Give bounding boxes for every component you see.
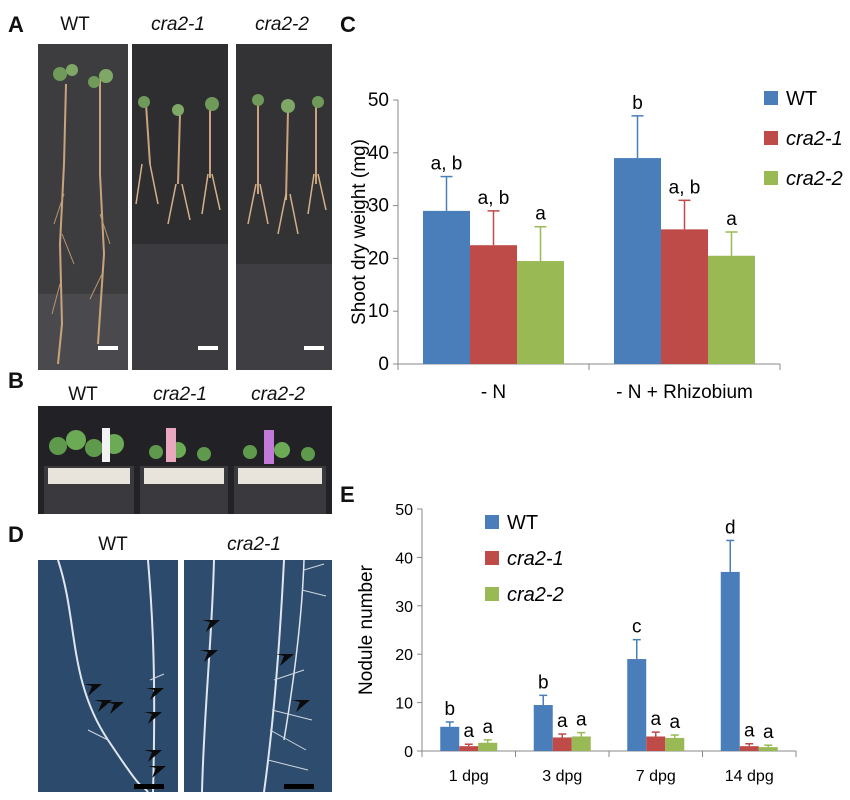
chart-e-legend-swatch (485, 587, 499, 601)
chart-e-bar (627, 659, 647, 751)
photo-wt-roots (38, 560, 178, 792)
chart-e-bar (459, 746, 479, 751)
chart-e-significance-label: a (576, 710, 587, 731)
chart-e-bar (758, 747, 778, 751)
chart-c-significance-label: a, b (478, 188, 510, 209)
chart-c-bar (423, 210, 470, 364)
panel-b-label-wt: WT (68, 384, 98, 405)
chart-e-significance-label: a (744, 721, 755, 742)
panel-a-label-cra2-2: cra2-2 (255, 14, 309, 35)
chart-c-significance-label: a (535, 204, 546, 225)
panel-b-label-cra2-2: cra2-2 (251, 384, 305, 405)
photo-wt-seedlings (38, 44, 128, 370)
chart-c-category-label: - N (481, 382, 506, 403)
panel-a-label-wt: WT (60, 14, 90, 35)
photo-cra2-2-drawing (236, 44, 332, 370)
chart-e-significance-label: a (557, 711, 568, 732)
chart-c-bar (470, 245, 517, 364)
photo-cra2-2-seedlings (236, 44, 332, 370)
chart-e-significance-label: a (650, 709, 661, 730)
photo-wt-roots-drawing (38, 560, 178, 792)
photo-cra2-1-seedlings (132, 44, 228, 370)
chart-c-significance-label: a (726, 209, 737, 230)
chart-c-legend-label: cra2-2 (786, 168, 843, 190)
panel-b-label-cra2-1: cra2-1 (153, 384, 207, 405)
photo-potted-plants-drawing (38, 406, 332, 514)
chart-e-legend-label: cra2-1 (507, 548, 564, 570)
chart-c-legend-label: WT (786, 88, 817, 110)
chart-e-bar (552, 737, 572, 751)
chart-c-y-axis-label: Shoot dry weight (mg) (349, 139, 370, 325)
chart-c-significance-label: b (632, 93, 643, 114)
chart-c-bar (614, 158, 661, 364)
chart-e-significance-label: a (669, 712, 680, 733)
photo-potted-plants (38, 406, 332, 514)
chart-e-significance-label: b (538, 672, 549, 693)
chart-e-bar (720, 571, 740, 751)
chart-e-bar (440, 726, 460, 751)
photo-wt-drawing (38, 44, 128, 370)
chart-e-significance-label: a (482, 717, 493, 738)
chart-c-legend-label: cra2-1 (786, 128, 843, 150)
chart-e-bar (571, 736, 591, 751)
chart-e-y-tick-label: 0 (404, 744, 413, 761)
chart-e-bar (533, 705, 553, 751)
chart-c-y-tick-label: 0 (378, 354, 389, 375)
panel-letter-b: B (8, 368, 24, 393)
chart-e-bar (739, 746, 759, 751)
chart-c-significance-label: a, b (669, 177, 701, 198)
chart-e-bar (646, 736, 666, 751)
chart-e-significance-label: c (632, 617, 642, 638)
chart-e-significance-label: b (444, 699, 455, 720)
chart-c-bar (661, 229, 708, 364)
chart-e-significance-label: a (763, 722, 774, 743)
panel-a-label-cra2-1: cra2-1 (151, 14, 205, 35)
chart-c-legend-swatch (764, 131, 778, 145)
panel-d-label-cra2-1: cra2-1 (227, 534, 281, 555)
photo-cra2-1-roots (184, 560, 332, 792)
chart-e-y-tick-label: 10 (395, 696, 413, 713)
chart-c-y-tick-label: 40 (368, 143, 389, 164)
panel-letter-e: E (340, 482, 355, 507)
chart-c-legend-swatch (764, 171, 778, 185)
chart-e-y-tick-label: 20 (395, 647, 413, 664)
chart-c-category-label: - N + Rhizobium (616, 382, 753, 403)
chart-e-y-tick-label: 50 (395, 502, 413, 519)
chart-e-y-tick-label: 40 (395, 550, 413, 567)
chart-e-legend-label: WT (507, 512, 538, 534)
chart-c-significance-label: a, b (431, 154, 463, 175)
chart-e-significance-label: a (463, 721, 474, 742)
chart-c-bar (517, 261, 564, 364)
chart-e-y-tick-label: 30 (395, 599, 413, 616)
chart-e-legend-swatch (485, 515, 499, 529)
chart-e-category-label: 7 dpg (636, 768, 676, 785)
chart-c-bar (708, 255, 755, 364)
photo-cra2-1-roots-drawing (184, 560, 332, 792)
panel-d-label-wt: WT (98, 534, 128, 555)
chart-c-y-tick-label: 30 (368, 196, 389, 217)
chart-c-legend-swatch (764, 91, 778, 105)
chart-e-y-axis-label: Nodule number (356, 564, 377, 695)
chart-c-y-tick-label: 50 (368, 90, 389, 111)
chart-c-y-tick-label: 10 (368, 301, 389, 322)
chart-e-category-label: 3 dpg (542, 768, 582, 785)
chart-e-significance-label: d (725, 517, 736, 538)
chart-c-y-tick-label: 20 (368, 248, 389, 269)
panel-letter-a: A (8, 12, 24, 37)
chart-e-category-label: 14 dpg (725, 768, 774, 785)
panel-letter-d: D (8, 522, 24, 547)
chart-e-bar (478, 742, 498, 751)
panel-letter-c: C (340, 12, 356, 37)
chart-e-bar (665, 737, 685, 751)
chart-e-category-label: 1 dpg (449, 768, 489, 785)
chart-e-legend-label: cra2-2 (507, 584, 564, 606)
chart-e-legend-swatch (485, 551, 499, 565)
photo-cra2-1-drawing (132, 44, 228, 370)
